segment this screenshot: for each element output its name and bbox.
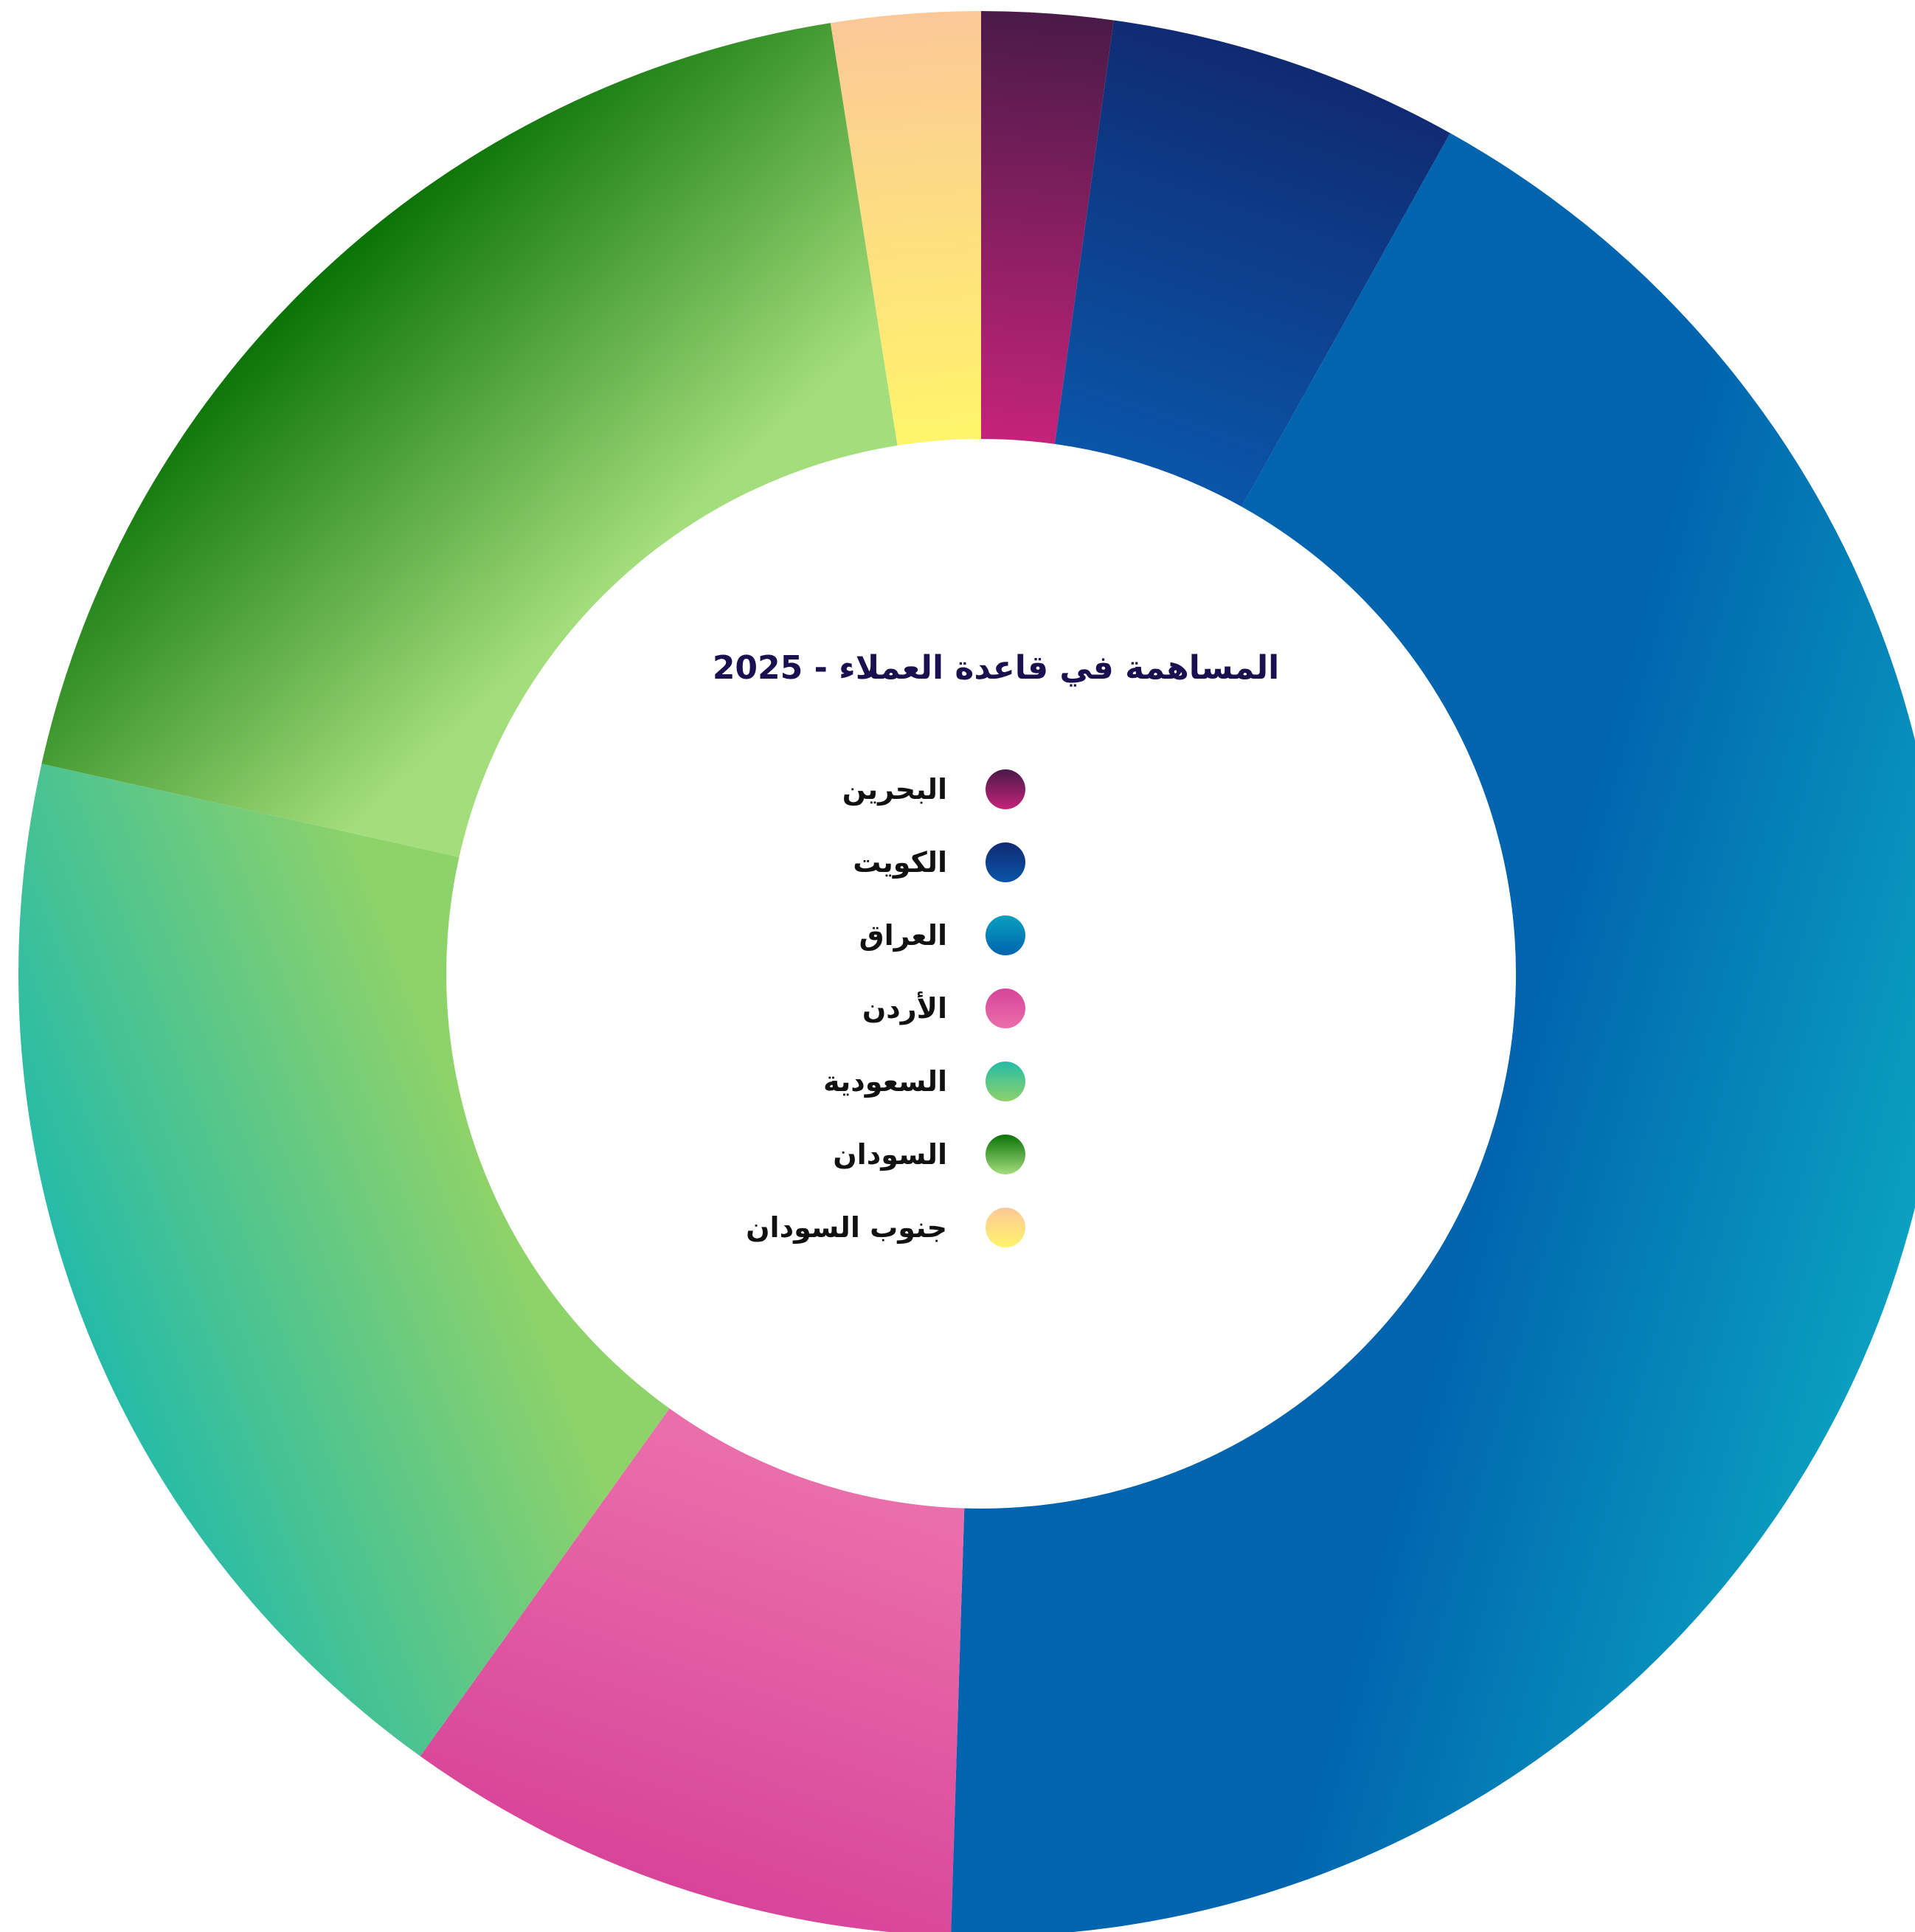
slice-iraq [951, 133, 1915, 1932]
legend-label-saudi: السعودية [823, 1064, 947, 1098]
legend-item-jordan: الأردن [716, 972, 1025, 1045]
slice-sudan [41, 23, 898, 857]
legend-item-south-sudan: جنوب السودان [716, 1191, 1025, 1264]
legend-swatch-bahrain [986, 769, 1025, 809]
legend: البحرين الكويت العراق الأردن السعودية ال… [716, 752, 1025, 1264]
legend-item-bahrain: البحرين [716, 752, 1025, 825]
slice-kuwait [1054, 20, 1450, 507]
legend-swatch-jordan [986, 988, 1025, 1028]
legend-label-iraq: العراق [859, 918, 947, 952]
slice-saudi [18, 764, 670, 1756]
slice-bahrain [981, 11, 1114, 444]
legend-label-jordan: الأردن [862, 991, 947, 1025]
legend-item-kuwait: الكويت [716, 825, 1025, 899]
legend-label-sudan: السودان [833, 1138, 947, 1171]
legend-swatch-sudan [986, 1134, 1025, 1174]
legend-swatch-iraq [986, 915, 1025, 955]
legend-item-iraq: العراق [716, 899, 1025, 972]
legend-label-kuwait: الكويت [853, 845, 947, 879]
slice-jordan [420, 1408, 965, 1932]
legend-label-bahrain: البحرين [842, 772, 947, 806]
slice-south-sudan [830, 11, 981, 446]
legend-swatch-kuwait [986, 842, 1025, 882]
legend-swatch-saudi [986, 1061, 1025, 1101]
center-panel: المساهمة في قاعدة العملاء - 2025 البحرين… [664, 634, 1328, 1298]
legend-swatch-south-sudan [986, 1207, 1025, 1247]
legend-item-saudi: السعودية [716, 1045, 1025, 1118]
chart-title: المساهمة في قاعدة العملاء - 2025 [712, 649, 1280, 687]
legend-item-sudan: السودان [716, 1118, 1025, 1191]
slices-group [18, 11, 1915, 1932]
legend-label-south-sudan: جنوب السودان [746, 1211, 947, 1244]
